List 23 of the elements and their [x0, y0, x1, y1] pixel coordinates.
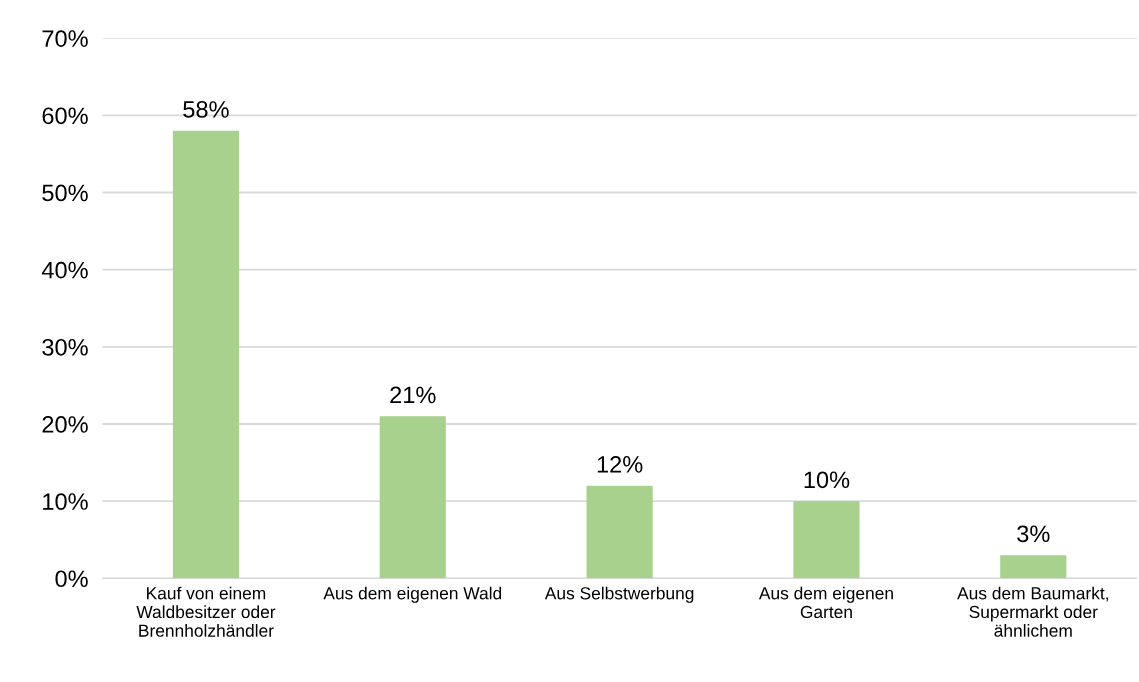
data-label: 10%	[804, 471, 850, 489]
x-tick-label: Kauf von einem Waldbesitzer oder Brennholzhändler	[136, 586, 276, 637]
data-label: 58%	[183, 101, 229, 118]
y-tick-label: 30%	[42, 338, 88, 356]
y-tick-label: 70%	[42, 30, 88, 47]
data-label: 3%	[1017, 525, 1050, 543]
x-tick-label: Aus dem eigenen Garten	[758, 586, 893, 619]
y-tick-label: 50%	[42, 184, 88, 202]
bar	[172, 130, 240, 579]
bar	[793, 501, 860, 579]
y-tick-label: 40%	[41, 261, 88, 279]
data-label: 12%	[597, 456, 643, 473]
y-tick-label: 0%	[55, 570, 88, 588]
bar	[586, 485, 653, 579]
bar	[1000, 555, 1067, 579]
x-tick-label: Aus dem Baumarkt, Supermarkt oder ähnlichem	[957, 586, 1108, 637]
y-tick-label: 10%	[43, 493, 88, 510]
data-label: 21%	[390, 386, 436, 404]
x-tick-label: Aus Selbstwerbung	[544, 586, 694, 603]
bar	[379, 416, 446, 579]
y-tick-label: 20%	[42, 416, 88, 433]
y-tick-label: 60%	[42, 107, 88, 125]
x-tick-label: Aus dem eigenen Wald	[323, 586, 502, 603]
